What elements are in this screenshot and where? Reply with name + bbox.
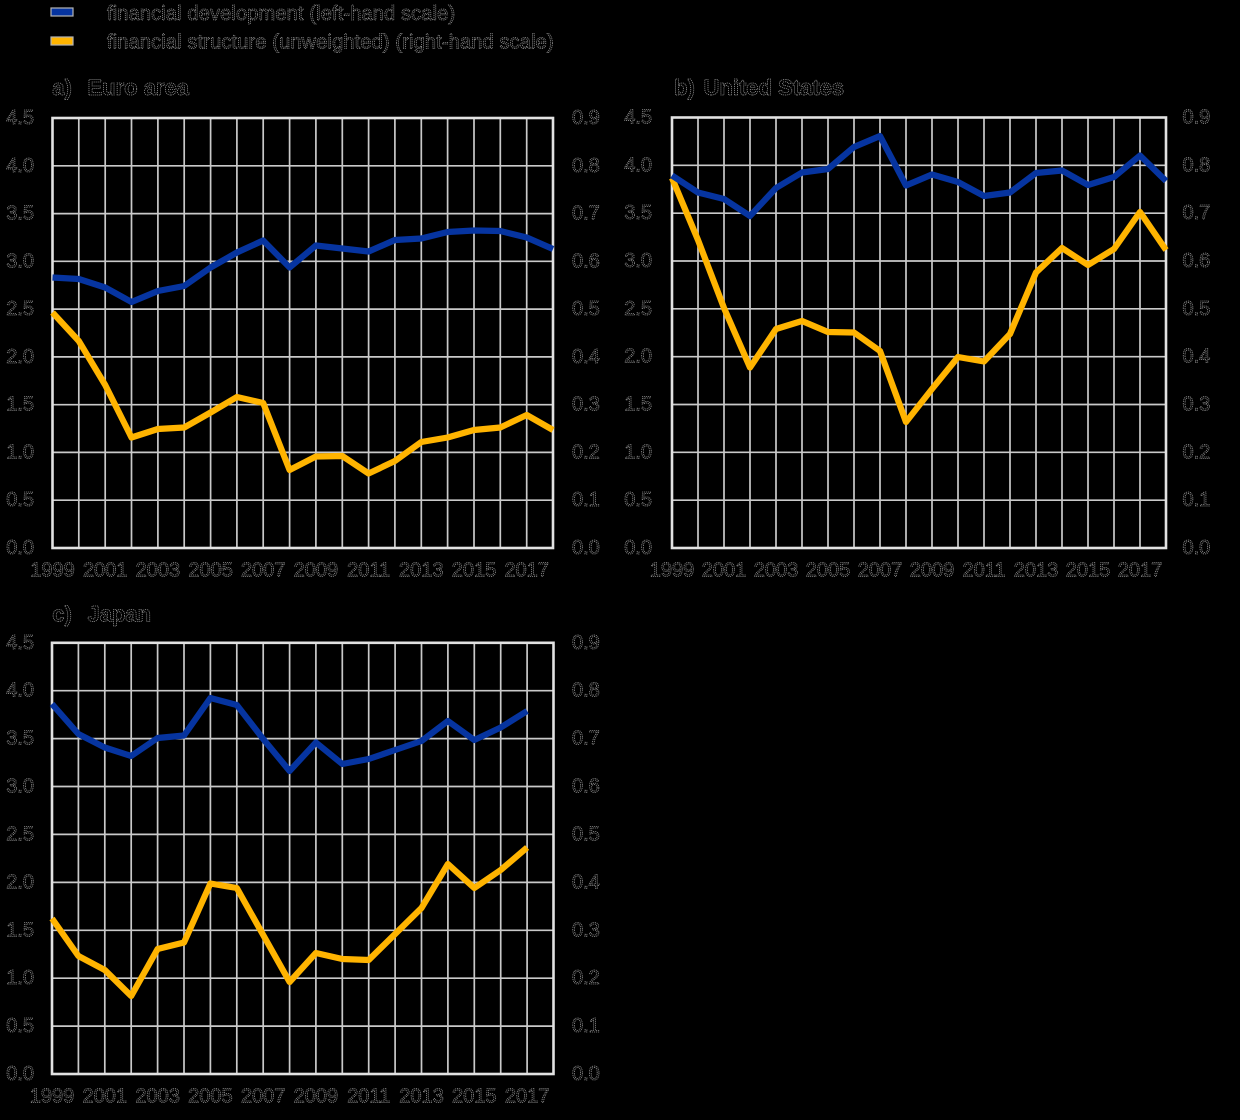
svg-text:1999: 1999 bbox=[30, 1086, 75, 1108]
svg-text:2013: 2013 bbox=[1014, 560, 1059, 582]
svg-text:1999: 1999 bbox=[650, 560, 695, 582]
svg-text:0.7: 0.7 bbox=[1183, 202, 1211, 224]
svg-text:2.0: 2.0 bbox=[6, 871, 34, 893]
svg-text:2.5: 2.5 bbox=[6, 298, 34, 320]
svg-text:1999: 1999 bbox=[30, 560, 75, 582]
svg-text:0.0: 0.0 bbox=[1183, 537, 1211, 559]
svg-text:2003: 2003 bbox=[754, 560, 799, 582]
svg-text:1.0: 1.0 bbox=[6, 967, 34, 989]
svg-text:United States: United States bbox=[704, 75, 845, 100]
svg-text:0.5: 0.5 bbox=[1183, 298, 1211, 320]
svg-text:0.6: 0.6 bbox=[1183, 250, 1211, 272]
svg-text:0.5: 0.5 bbox=[572, 298, 600, 320]
svg-text:0.8: 0.8 bbox=[572, 155, 600, 177]
svg-text:1.5: 1.5 bbox=[6, 394, 34, 416]
svg-text:2003: 2003 bbox=[136, 560, 181, 582]
svg-text:0.1: 0.1 bbox=[572, 489, 600, 511]
svg-text:0.1: 0.1 bbox=[572, 1015, 600, 1037]
svg-text:0.5: 0.5 bbox=[624, 489, 652, 511]
svg-text:0.3: 0.3 bbox=[572, 394, 600, 416]
svg-text:0.3: 0.3 bbox=[1183, 394, 1211, 416]
svg-text:0.5: 0.5 bbox=[6, 1015, 34, 1037]
svg-text:2005: 2005 bbox=[806, 560, 851, 582]
svg-text:0.4: 0.4 bbox=[572, 871, 600, 893]
svg-text:2017: 2017 bbox=[505, 1086, 550, 1108]
svg-text:0.0: 0.0 bbox=[624, 537, 652, 559]
svg-text:2011: 2011 bbox=[962, 560, 1005, 582]
svg-text:1.0: 1.0 bbox=[6, 441, 34, 463]
svg-text:4.5: 4.5 bbox=[6, 107, 34, 129]
svg-text:0.7: 0.7 bbox=[572, 728, 600, 750]
svg-text:2009: 2009 bbox=[294, 560, 339, 582]
svg-text:0.8: 0.8 bbox=[1183, 154, 1211, 176]
svg-text:0.0: 0.0 bbox=[6, 537, 34, 559]
svg-text:1.0: 1.0 bbox=[624, 441, 652, 463]
svg-text:2015: 2015 bbox=[452, 1086, 497, 1108]
svg-text:4.0: 4.0 bbox=[6, 155, 34, 177]
svg-text:0.2: 0.2 bbox=[572, 441, 600, 463]
svg-text:a): a) bbox=[52, 75, 72, 100]
svg-text:0.3: 0.3 bbox=[572, 919, 600, 941]
svg-text:Japan: Japan bbox=[88, 602, 152, 627]
svg-text:c): c) bbox=[52, 602, 72, 627]
svg-text:2003: 2003 bbox=[135, 1086, 180, 1108]
svg-text:2001: 2001 bbox=[83, 1086, 128, 1108]
svg-text:3.0: 3.0 bbox=[6, 776, 34, 798]
svg-text:2017: 2017 bbox=[504, 560, 549, 582]
svg-text:0.1: 0.1 bbox=[1183, 489, 1211, 511]
svg-text:Euro area: Euro area bbox=[88, 75, 190, 100]
svg-text:0.4: 0.4 bbox=[1183, 346, 1211, 368]
svg-text:1.5: 1.5 bbox=[6, 919, 34, 941]
svg-text:0.9: 0.9 bbox=[572, 107, 600, 129]
svg-text:4.0: 4.0 bbox=[624, 154, 652, 176]
svg-text:2.0: 2.0 bbox=[6, 346, 34, 368]
svg-text:2009: 2009 bbox=[910, 560, 955, 582]
svg-text:2011: 2011 bbox=[347, 560, 390, 582]
svg-text:0.7: 0.7 bbox=[572, 203, 600, 225]
svg-text:0.9: 0.9 bbox=[572, 632, 600, 654]
svg-text:2015: 2015 bbox=[1066, 560, 1111, 582]
svg-text:2005: 2005 bbox=[188, 1086, 233, 1108]
svg-text:2011: 2011 bbox=[347, 1086, 390, 1108]
svg-text:2013: 2013 bbox=[399, 1086, 444, 1108]
svg-text:2013: 2013 bbox=[399, 560, 444, 582]
svg-text:0.5: 0.5 bbox=[572, 823, 600, 845]
svg-text:0.0: 0.0 bbox=[572, 1063, 600, 1085]
svg-text:3.0: 3.0 bbox=[6, 250, 34, 272]
svg-text:2017: 2017 bbox=[1118, 560, 1163, 582]
svg-text:2.5: 2.5 bbox=[6, 823, 34, 845]
svg-text:0.6: 0.6 bbox=[572, 776, 600, 798]
svg-text:2001: 2001 bbox=[83, 560, 128, 582]
svg-text:4.5: 4.5 bbox=[624, 107, 652, 129]
svg-text:2.5: 2.5 bbox=[624, 298, 652, 320]
svg-text:3.5: 3.5 bbox=[6, 728, 34, 750]
svg-text:1.5: 1.5 bbox=[624, 394, 652, 416]
svg-text:0.2: 0.2 bbox=[1183, 441, 1211, 463]
svg-text:financial development (left-ha: financial development (left-hand scale) bbox=[107, 3, 455, 25]
svg-text:0.4: 0.4 bbox=[572, 346, 600, 368]
svg-text:2009: 2009 bbox=[294, 1086, 339, 1108]
svg-text:0.0: 0.0 bbox=[572, 537, 600, 559]
svg-text:2007: 2007 bbox=[858, 560, 903, 582]
svg-text:2015: 2015 bbox=[452, 560, 497, 582]
svg-text:3.0: 3.0 bbox=[624, 250, 652, 272]
svg-text:2.0: 2.0 bbox=[624, 346, 652, 368]
svg-text:0.0: 0.0 bbox=[6, 1063, 34, 1085]
svg-text:0.9: 0.9 bbox=[1183, 107, 1211, 129]
svg-text:0.6: 0.6 bbox=[572, 250, 600, 272]
svg-text:2001: 2001 bbox=[702, 560, 747, 582]
svg-text:0.8: 0.8 bbox=[572, 680, 600, 702]
svg-text:4.5: 4.5 bbox=[6, 632, 34, 654]
svg-text:2007: 2007 bbox=[241, 1086, 286, 1108]
svg-text:financial structure (unweighte: financial structure (unweighted) (right-… bbox=[107, 32, 554, 54]
svg-text:2005: 2005 bbox=[188, 560, 233, 582]
svg-text:3.5: 3.5 bbox=[6, 203, 34, 225]
svg-text:2007: 2007 bbox=[241, 560, 286, 582]
svg-text:b): b) bbox=[674, 75, 695, 100]
svg-text:3.5: 3.5 bbox=[624, 202, 652, 224]
svg-text:0.5: 0.5 bbox=[6, 489, 34, 511]
svg-text:4.0: 4.0 bbox=[6, 680, 34, 702]
svg-text:0.2: 0.2 bbox=[572, 967, 600, 989]
